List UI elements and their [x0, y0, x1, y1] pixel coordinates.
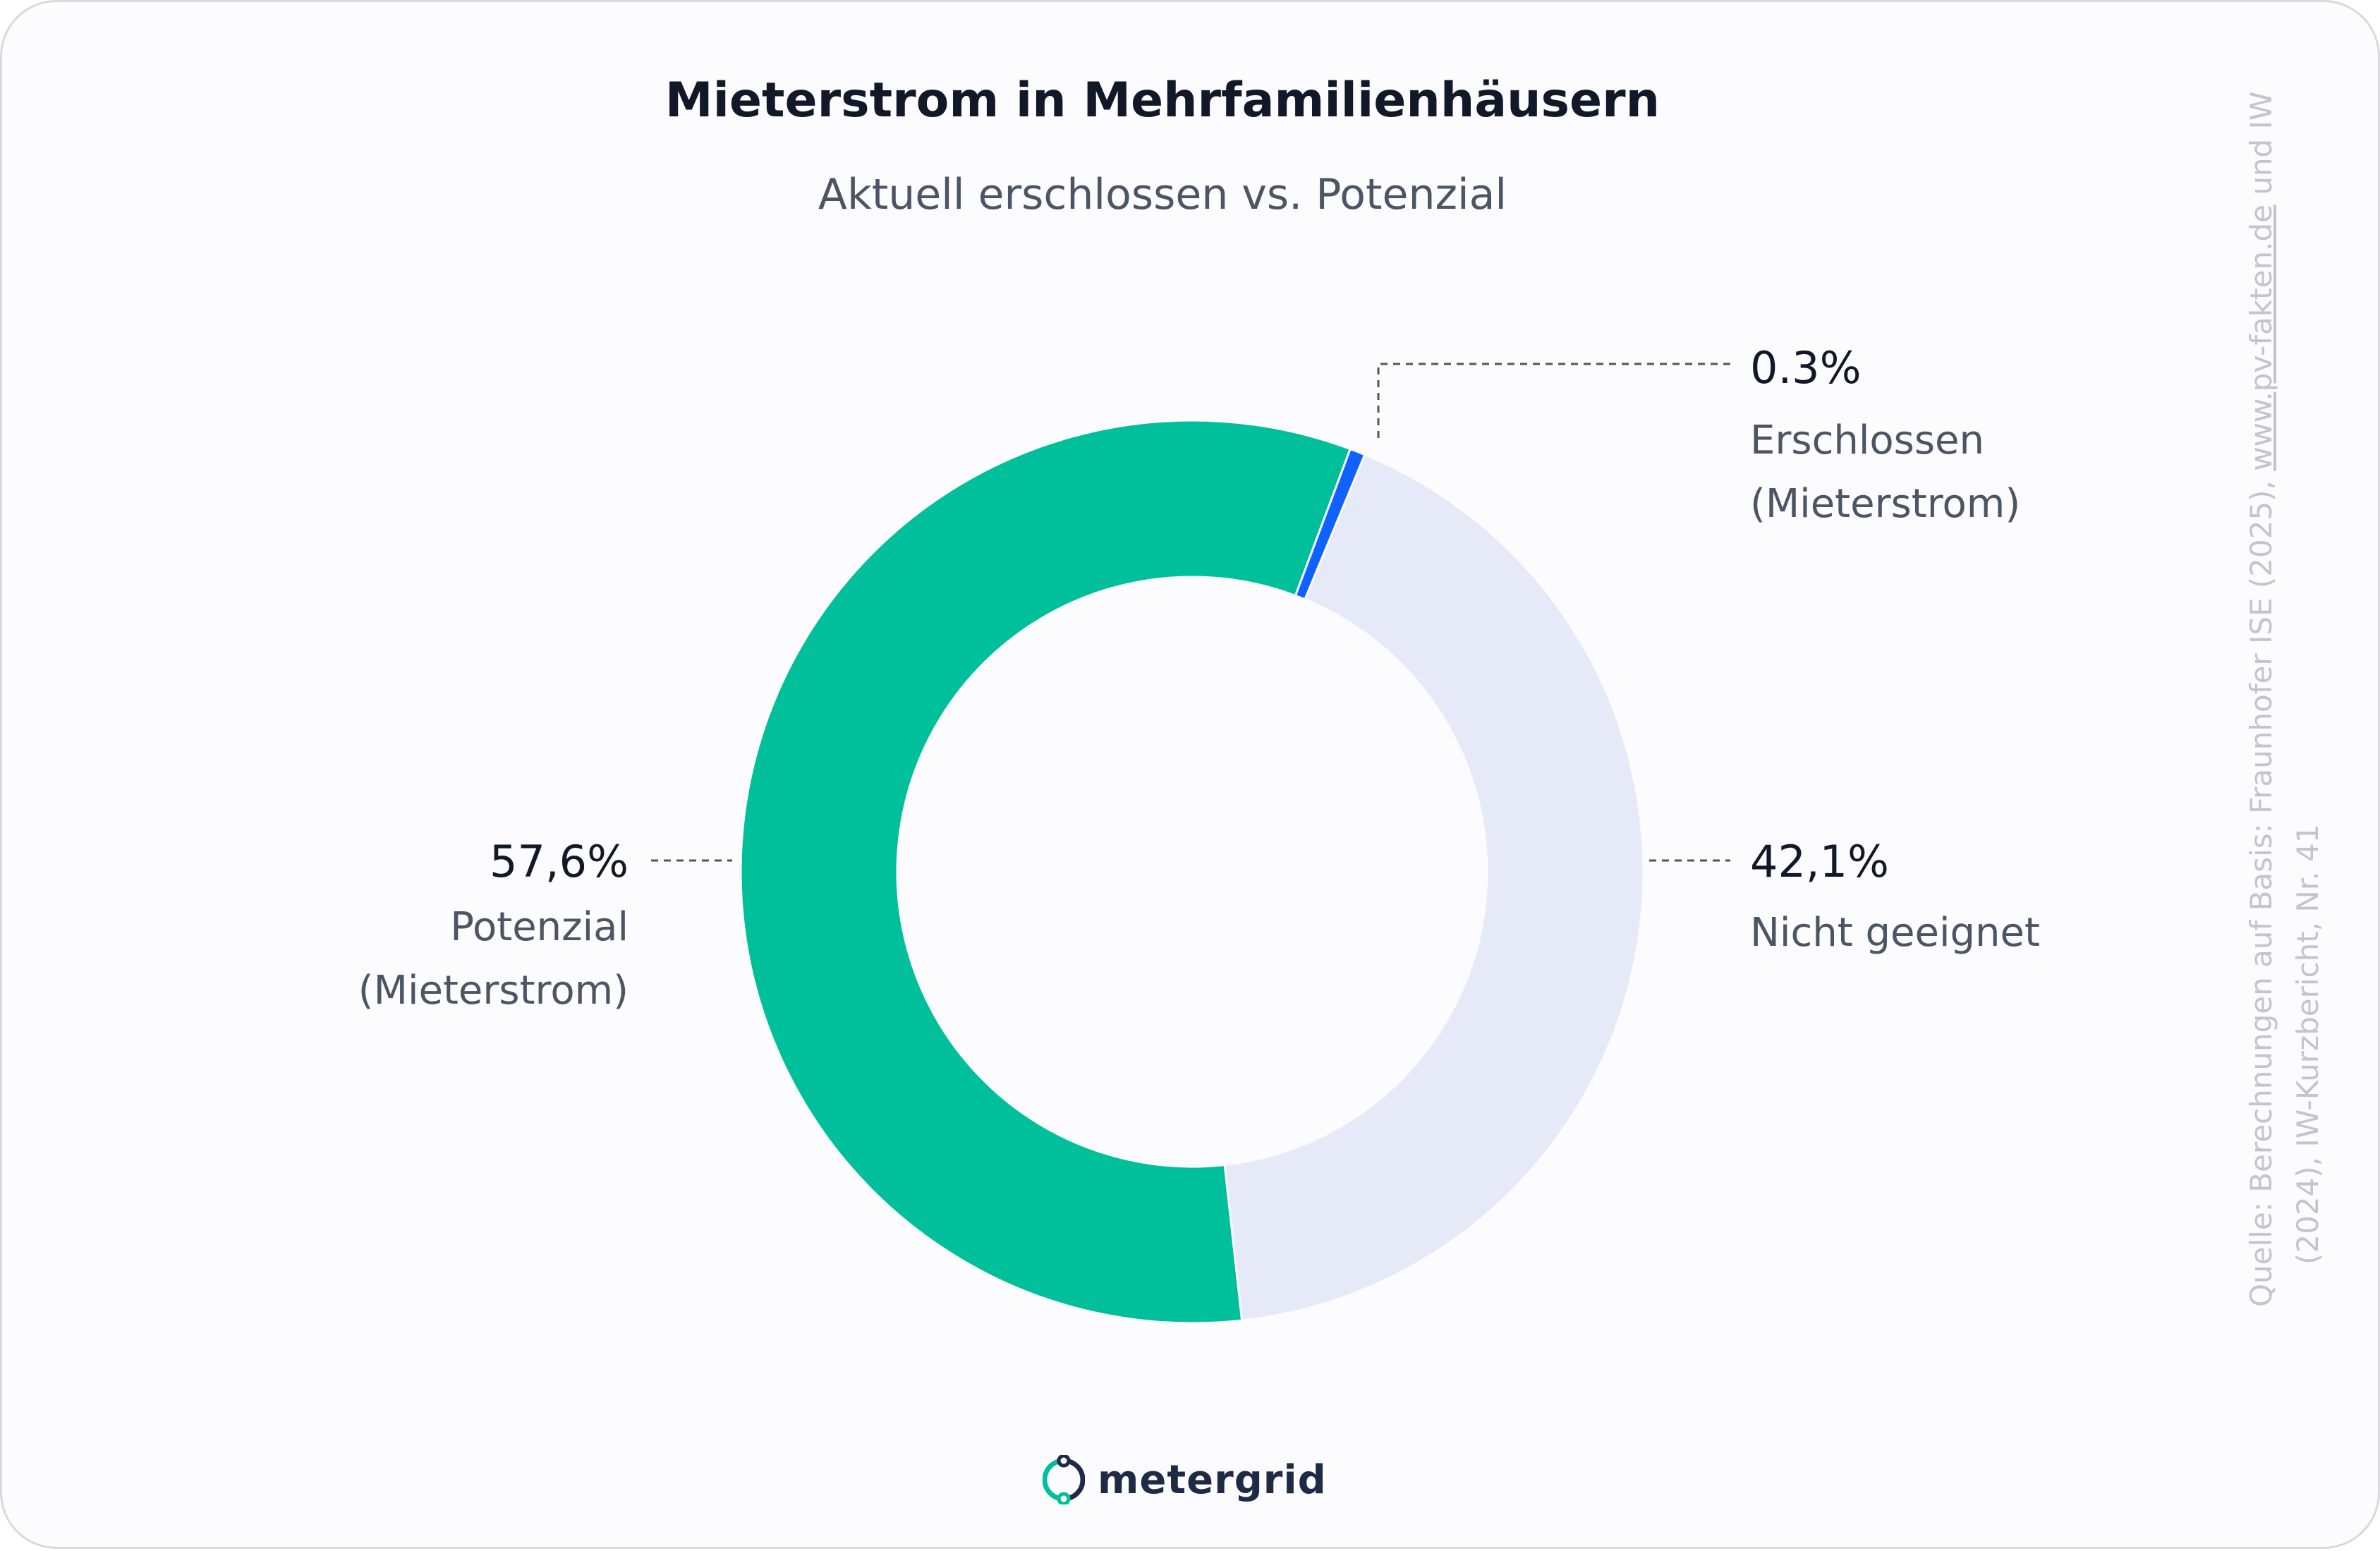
- data-label-potenzial-name-2: (Mieterstrom): [358, 968, 629, 1014]
- source-line-1-suffix: und IW: [2244, 91, 2278, 205]
- data-label-potenzial-value: 57,6%: [490, 836, 629, 887]
- leader-line-erschlossen: [1377, 363, 1730, 438]
- logo-text: metergrid: [1098, 1456, 1327, 1503]
- data-label-erschlossen-name-2: (Mieterstrom): [1750, 481, 2020, 527]
- data-label-potenzial-name: Potenzial: [450, 904, 629, 950]
- data-label-erschlossen-value: 0.3%: [1750, 342, 1862, 394]
- source-line-2: (2024), IW-Kurzbericht, Nr. 41: [2290, 824, 2325, 1265]
- data-label-nicht-geeignet-name: Nicht geeignet: [1750, 910, 2040, 956]
- donut-slices: [739, 419, 1645, 1325]
- donut-slice-nicht-geeignet: [1223, 453, 1645, 1322]
- metergrid-logo-icon: [1043, 1455, 1085, 1504]
- source-link[interactable]: www.pv-fakten.de: [2244, 205, 2278, 471]
- chart-subtitle: Aktuell erschlossen vs. Potenzial: [818, 170, 1507, 219]
- chart-title: Mieterstrom in Mehrfamilienhäusern: [664, 73, 1660, 128]
- donut-slice-potenzial-mieterstrom: [739, 419, 1352, 1325]
- source-line-1-prefix: Quelle: Berechnungen auf Basis: Fraunhof…: [2244, 470, 2278, 1307]
- data-label-erschlossen-name: Erschlossen: [1750, 418, 1984, 463]
- data-label-nicht-geeignet-value: 42,1%: [1750, 836, 1889, 887]
- source-line-1: Quelle: Berechnungen auf Basis: Fraunhof…: [2238, 92, 2285, 1307]
- logo: metergrid: [1043, 1452, 1327, 1508]
